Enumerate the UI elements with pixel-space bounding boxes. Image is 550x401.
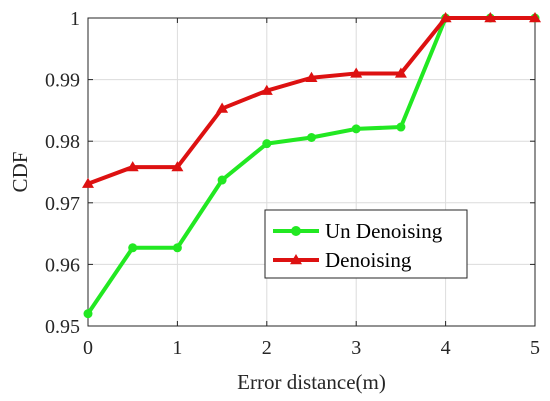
data-point-denoising — [529, 12, 541, 23]
data-point-denoising — [484, 12, 497, 23]
legend-label-denoising: Denoising — [325, 248, 412, 272]
data-point-denoising — [394, 67, 407, 78]
data-point-un-denoising — [351, 124, 361, 134]
legend-entry-un-denoising: Un Denoising — [273, 219, 443, 243]
y-tick-label: 1 — [70, 8, 80, 30]
legend-marker-triangle-icon — [290, 254, 302, 265]
data-point-denoising — [126, 161, 139, 172]
legend-box — [264, 209, 468, 279]
x-tick-label: 5 — [530, 337, 540, 359]
data-point-denoising — [171, 161, 184, 172]
grid — [87, 17, 536, 327]
plot-frame — [87, 17, 536, 327]
legend-label-un-denoising: Un Denoising — [325, 219, 443, 243]
data-point-un-denoising — [217, 175, 227, 185]
data-point-un-denoising — [128, 243, 138, 253]
data-point-denoising — [216, 102, 229, 113]
data-point-denoising — [439, 12, 452, 23]
data-point-un-denoising — [396, 122, 406, 132]
series-denoising — [82, 12, 541, 188]
y-axis-label: CDF — [8, 152, 32, 193]
y-tick-label: 0.95 — [45, 316, 80, 338]
x-tick-label: 0 — [83, 337, 93, 359]
data-point-un-denoising — [83, 309, 93, 319]
x-tick-label: 4 — [441, 337, 451, 359]
legend-marker-circle-icon — [291, 226, 301, 236]
legend-entry-denoising: Denoising — [273, 248, 412, 272]
series-group — [82, 12, 541, 319]
x-tick-label: 1 — [172, 337, 182, 359]
x-tick-label: 3 — [351, 337, 361, 359]
x-tick-label: 2 — [262, 337, 272, 359]
data-point-un-denoising — [307, 133, 316, 143]
data-point-denoising — [82, 177, 94, 188]
y-tick-label: 0.98 — [45, 131, 80, 153]
data-point-un-denoising — [172, 243, 182, 253]
axis-ticks: 0 1 2 3 4 5 0.95 0.96 0.97 0.98 0.99 1 — [45, 8, 540, 359]
data-point-denoising — [260, 84, 273, 95]
x-axis-label: Error distance(m) — [237, 370, 386, 394]
series-line-denoising — [87, 16, 535, 186]
y-tick-label: 0.99 — [45, 70, 80, 92]
legend: Un Denoising Denoising — [264, 209, 468, 279]
y-tick-label: 0.97 — [45, 193, 80, 215]
data-point-denoising — [350, 67, 363, 78]
data-point-un-denoising — [262, 139, 272, 149]
data-point-denoising — [305, 71, 318, 82]
y-tick-label: 0.96 — [45, 254, 80, 276]
